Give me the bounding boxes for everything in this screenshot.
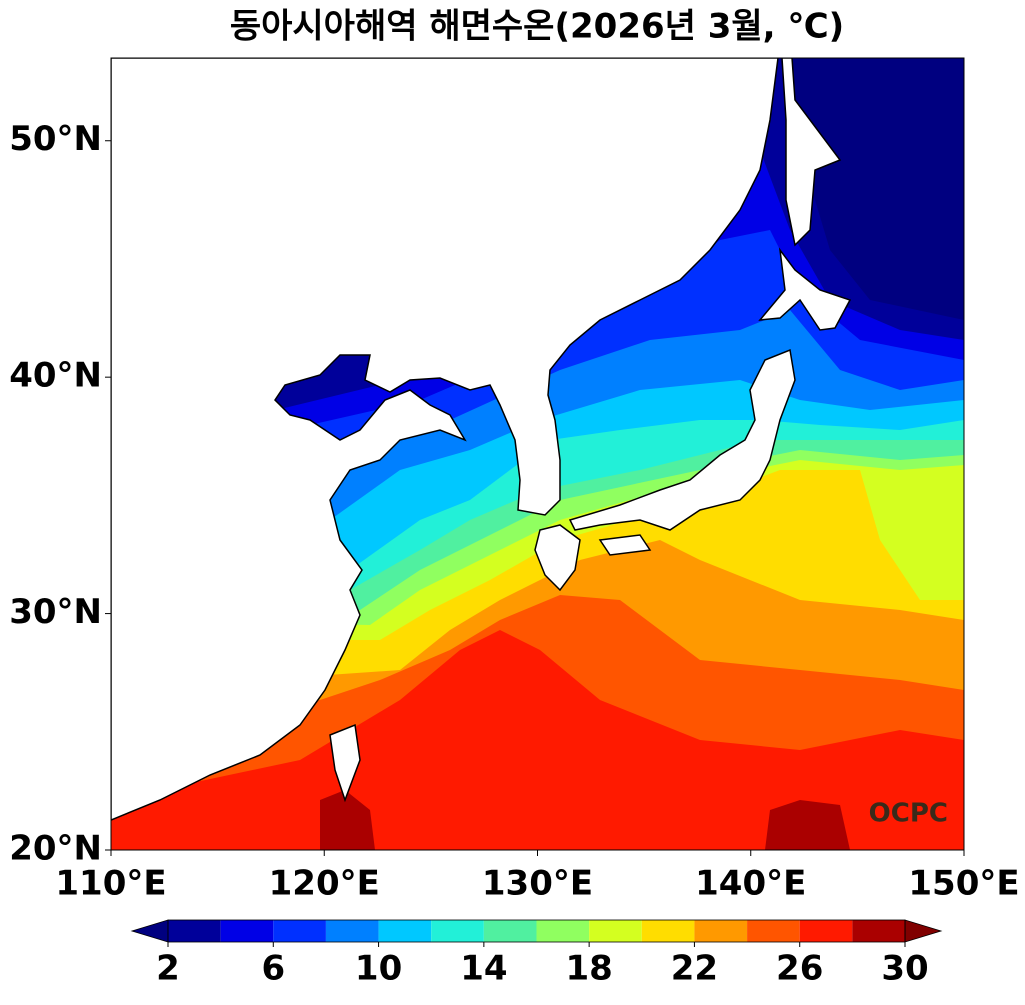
map-title: 동아시아해역 해면수온(2026년 3월, ℃) (230, 7, 844, 47)
colorbar-segment (589, 920, 642, 942)
land (534, 524, 581, 592)
sst-band (765, 800, 850, 850)
colorbar-tick-label: 26 (776, 949, 823, 989)
colorbar-segment (431, 920, 484, 942)
plot-area (111, 58, 964, 850)
land (758, 247, 852, 331)
colorbar-tick-label: 22 (671, 949, 718, 989)
x-tick-label: 110°E (55, 864, 166, 904)
land (111, 58, 779, 821)
y-tick-label: 50°N (9, 119, 102, 159)
y-tick-label: 20°N (9, 829, 102, 869)
colorbar-tick-label: 14 (460, 949, 507, 989)
colorbar-segment (273, 920, 326, 942)
colorbar-segment (747, 920, 800, 942)
colorbar-tick-label: 6 (261, 949, 285, 989)
colorbar-segment (325, 920, 379, 942)
colorbar-tick-label: 18 (565, 949, 612, 989)
colorbar-under (130, 919, 169, 943)
sst-band (780, 58, 964, 320)
colorbar-segment (694, 920, 748, 942)
colorbar-segment (852, 920, 905, 942)
land (598, 534, 652, 556)
colorbar-tick-label: 10 (355, 949, 402, 989)
y-tick-label: 30°N (9, 592, 102, 632)
land (781, 58, 842, 247)
x-tick-label: 120°E (269, 864, 380, 904)
colorbar-tick-label: 2 (156, 949, 180, 989)
colorbar-segment (799, 920, 853, 942)
colorbar-segment (483, 920, 537, 942)
colorbar-segment (168, 920, 221, 942)
logo: OCPC (869, 799, 948, 829)
colorbar-frame (167, 919, 906, 943)
colorbar-segment (536, 920, 590, 942)
colorbar-segment (641, 920, 695, 942)
x-tick-label: 150°E (908, 864, 1019, 904)
colorbar-tick-label: 30 (881, 949, 928, 989)
x-tick-label: 140°E (695, 864, 806, 904)
land (329, 723, 361, 803)
sst-band (320, 790, 375, 850)
colorbar-segment (378, 920, 432, 942)
colorbar-over (904, 919, 943, 943)
y-tick-label: 40°N (9, 356, 102, 396)
x-tick-label: 130°E (482, 864, 593, 904)
colorbar-segment (220, 920, 274, 942)
land (568, 348, 796, 531)
